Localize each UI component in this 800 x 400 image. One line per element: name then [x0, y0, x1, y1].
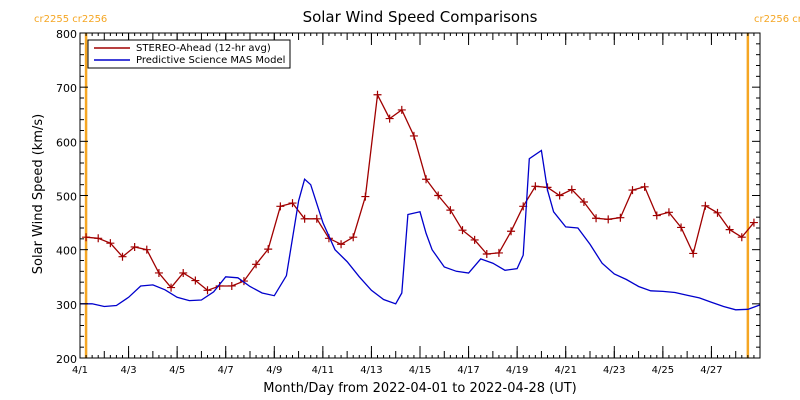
series-line-stereo [86, 92, 755, 292]
data-point-marker [458, 226, 467, 235]
y-tick-label: 300 [56, 299, 77, 312]
y-tick-label: 400 [56, 245, 77, 258]
data-point-marker [555, 191, 564, 200]
legend: STEREO-Ahead (12-hr avg) Predictive Scie… [87, 39, 291, 69]
data-point-marker [422, 175, 431, 184]
data-point-marker [434, 191, 443, 200]
data-point-marker [276, 202, 285, 211]
data-point-marker [652, 211, 661, 220]
data-point-marker [300, 214, 309, 223]
data-point-marker [94, 234, 103, 243]
data-point-marker [118, 252, 127, 261]
data-point-marker [409, 131, 418, 140]
data-point-marker [628, 186, 637, 195]
data-point-marker [616, 213, 625, 222]
y-tick-label: 600 [56, 136, 77, 149]
data-point-marker [130, 242, 139, 251]
y-tick-label: 500 [56, 191, 77, 204]
data-point-marker [349, 233, 358, 242]
x-tick-label: 4/17 [457, 365, 479, 376]
data-point-marker [737, 233, 746, 242]
data-point-marker [215, 281, 224, 290]
data-point-marker [179, 268, 188, 277]
y-tick-label: 800 [56, 28, 77, 41]
data-point-marker [239, 277, 248, 286]
data-point-marker [531, 182, 540, 191]
data-point-marker [725, 225, 734, 234]
x-tick-label: 4/3 [121, 365, 137, 376]
data-point-marker [664, 208, 673, 217]
plot-frame [79, 32, 761, 359]
data-point-marker [507, 227, 516, 236]
data-point-marker [227, 281, 236, 290]
y-tick-label: 700 [56, 82, 77, 95]
legend-label-stereo: STEREO-Ahead (12-hr avg) [136, 43, 271, 54]
legend-label-model: Predictive Science MAS Model [136, 55, 285, 66]
data-point-marker [397, 105, 406, 114]
data-point-marker [167, 283, 176, 292]
data-point-marker [689, 249, 698, 258]
data-point-marker [579, 198, 588, 206]
data-point-marker [191, 276, 200, 285]
x-tick-label: 4/25 [652, 365, 674, 376]
data-point-marker [337, 240, 346, 249]
data-point-marker [288, 199, 297, 208]
data-point-marker [252, 260, 261, 269]
data-point-marker [312, 214, 321, 223]
data-point-marker [82, 233, 91, 242]
x-tick-label: 4/13 [360, 365, 382, 376]
data-point-marker [604, 215, 613, 224]
data-point-marker [640, 182, 649, 191]
data-point-marker [203, 286, 212, 295]
data-point-marker [373, 90, 382, 99]
chart-title: Solar Wind Speed Comparisons [303, 8, 538, 26]
x-tick-label: 4/21 [554, 365, 576, 376]
data-point-marker [713, 208, 722, 217]
data-point-marker [446, 206, 455, 215]
data-point-marker [106, 239, 115, 248]
data-point-marker [154, 268, 163, 277]
y-axis-label: Solar Wind Speed (km/s) [31, 114, 46, 274]
data-point-marker [701, 201, 710, 210]
x-tick-label: 4/15 [409, 365, 431, 376]
x-tick-label: 4/11 [312, 365, 334, 376]
data-point-marker [592, 214, 601, 223]
x-axis-label: Month/Day from 2022-04-01 to 2022-04-28 … [263, 381, 576, 396]
x-tick-label: 4/9 [266, 365, 282, 376]
legend-box [87, 39, 291, 69]
x-tick-label: 4/27 [700, 365, 722, 376]
carrington-marker-label: cr2256 cr2257 [754, 14, 800, 25]
data-point-marker [749, 218, 758, 227]
x-tick-label: 4/23 [603, 365, 625, 376]
data-point-marker [677, 223, 686, 232]
carrington-marker-label: cr2255 cr2256 [34, 14, 107, 25]
series-line-model [80, 149, 761, 311]
x-tick-label: 4/7 [218, 365, 234, 376]
data-point-marker [482, 250, 491, 258]
data-point-marker [494, 248, 503, 257]
x-tick-label: 4/19 [506, 365, 528, 376]
y-tick-label: 200 [56, 353, 77, 366]
data-point-marker [361, 192, 370, 201]
data-point-marker [567, 185, 576, 194]
x-tick-label: 4/1 [72, 365, 88, 376]
data-point-marker [470, 235, 479, 244]
data-point-marker [264, 245, 273, 254]
data-point-marker [385, 114, 394, 123]
data-point-marker [142, 245, 151, 254]
x-tick-label: 4/5 [169, 365, 185, 376]
